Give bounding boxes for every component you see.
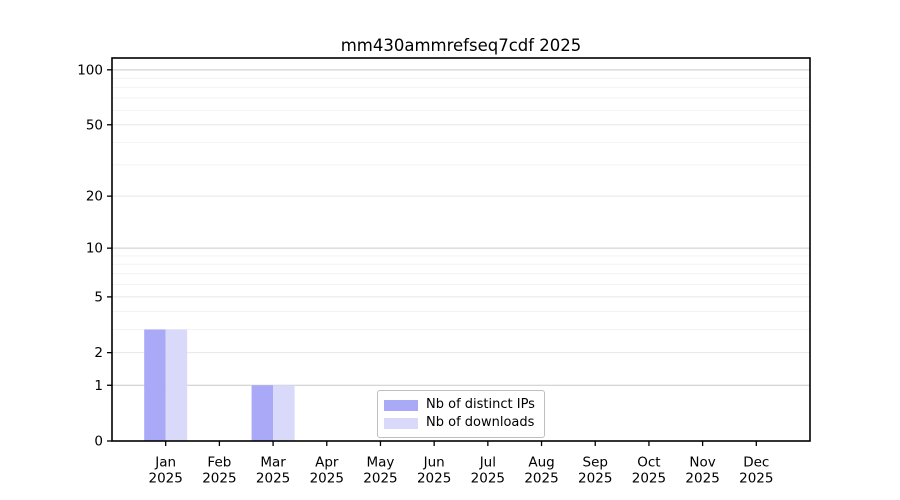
x-tick-label-month-dec: Dec bbox=[743, 455, 769, 471]
y-tick-label-0: 0 bbox=[94, 434, 103, 450]
y-tick-label-50: 50 bbox=[86, 117, 103, 133]
x-tick-label-year-jul: 2025 bbox=[471, 471, 505, 487]
legend-item-downloads: Nb of downloads bbox=[384, 414, 544, 432]
legend-item-distinct-ips: Nb of distinct IPs bbox=[384, 396, 544, 414]
x-tick-label-year-oct: 2025 bbox=[632, 471, 666, 487]
bar-nb-of-downloads-mar-2025 bbox=[273, 385, 295, 441]
x-tick-label-year-may: 2025 bbox=[363, 471, 397, 487]
legend-swatch-downloads bbox=[384, 417, 418, 429]
x-tick-label-month-nov: Nov bbox=[689, 455, 715, 471]
x-tick-label-month-jan: Jan bbox=[154, 455, 176, 471]
x-tick-label-year-aug: 2025 bbox=[524, 471, 558, 487]
bar-nb-of-distinct-ips-mar-2025 bbox=[251, 385, 274, 441]
x-tick-label-year-apr: 2025 bbox=[310, 471, 344, 487]
x-tick-label-month-aug: Aug bbox=[528, 455, 554, 471]
plot-border bbox=[111, 57, 811, 442]
y-tick-label-5: 5 bbox=[94, 289, 103, 305]
legend-swatch-distinct-ips bbox=[384, 399, 418, 411]
x-tick-label-year-feb: 2025 bbox=[202, 471, 236, 487]
legend-label-distinct-ips: Nb of distinct IPs bbox=[426, 397, 535, 412]
bar-nb-of-distinct-ips-jan-2025 bbox=[144, 329, 166, 441]
x-tick-label-month-jul: Jul bbox=[479, 455, 496, 471]
x-tick-label-year-mar: 2025 bbox=[256, 471, 290, 487]
chart-title: mm430ammrefseq7cdf 2025 bbox=[340, 36, 582, 55]
y-tick-label-10: 10 bbox=[86, 241, 103, 257]
x-tick-label-year-sep: 2025 bbox=[578, 471, 612, 487]
legend-label-downloads: Nb of downloads bbox=[426, 415, 535, 430]
y-tick-label-2: 2 bbox=[94, 345, 103, 361]
x-tick-label-year-jun: 2025 bbox=[417, 471, 451, 487]
x-tick-label-month-mar: Mar bbox=[260, 455, 286, 471]
x-tick-label-month-may: May bbox=[367, 455, 395, 471]
y-tick-label-20: 20 bbox=[86, 189, 103, 205]
x-tick-label-month-apr: Apr bbox=[315, 455, 339, 471]
bar-nb-of-downloads-jan-2025 bbox=[165, 329, 188, 441]
x-tick-label-year-jan: 2025 bbox=[149, 471, 183, 487]
x-tick-label-month-oct: Oct bbox=[637, 455, 660, 471]
legend: Nb of distinct IPs Nb of downloads bbox=[377, 390, 545, 438]
y-tick-label-1: 1 bbox=[94, 378, 103, 394]
x-tick-label-month-feb: Feb bbox=[207, 455, 231, 471]
y-tick-label-100: 100 bbox=[77, 62, 103, 78]
x-tick-label-year-nov: 2025 bbox=[685, 471, 719, 487]
x-tick-label-month-sep: Sep bbox=[583, 455, 608, 471]
x-tick-label-year-dec: 2025 bbox=[739, 471, 773, 487]
x-tick-label-month-jun: Jun bbox=[423, 455, 445, 471]
